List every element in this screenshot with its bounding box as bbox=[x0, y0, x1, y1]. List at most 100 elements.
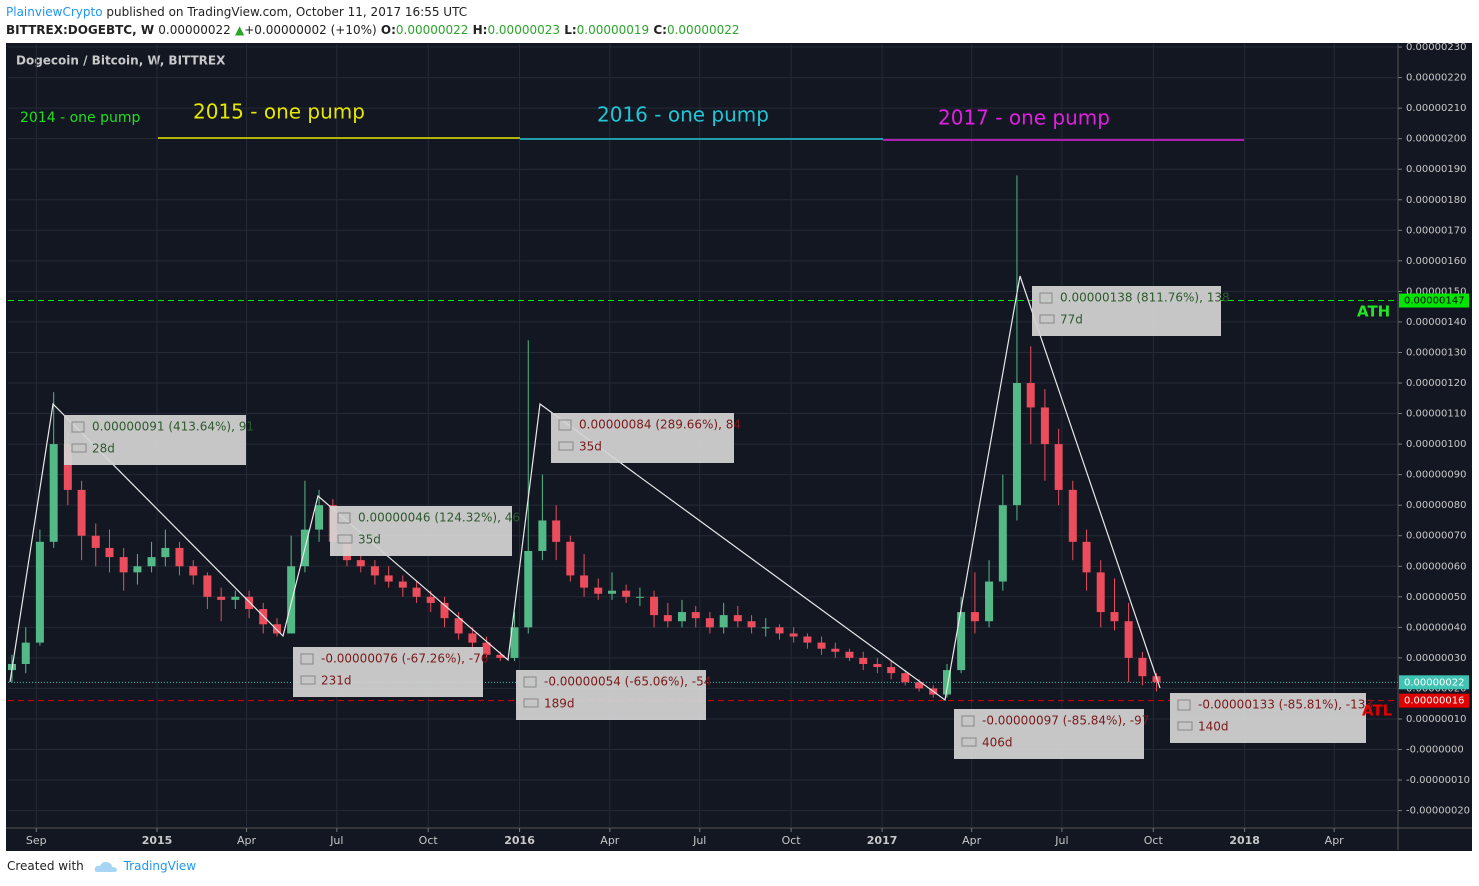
legend: Dogecoin / Bitcoin, W, BITTREX bbox=[16, 54, 226, 68]
measure-icon bbox=[71, 421, 85, 433]
o-label: O: bbox=[380, 23, 396, 37]
y-tick-label: 0.00000220 bbox=[1406, 73, 1466, 84]
y-tick-label: 0.00000160 bbox=[1406, 256, 1466, 267]
measure-change: -0.00000133 (-85.81%), -133 bbox=[1198, 698, 1373, 712]
measure-icon bbox=[558, 441, 574, 451]
candle-body bbox=[203, 575, 212, 597]
candle-body bbox=[440, 602, 449, 619]
x-tick-label: Oct bbox=[419, 834, 439, 847]
candle-body bbox=[580, 575, 589, 588]
o: 0.00000022 bbox=[395, 23, 469, 37]
y-tick-label: 0.00000200 bbox=[1406, 134, 1466, 145]
measure-icon bbox=[71, 443, 87, 453]
candle-body bbox=[231, 596, 240, 600]
candle-body bbox=[691, 612, 700, 619]
y-tick-label: 0.00000110 bbox=[1406, 409, 1466, 420]
x-tick-label: 2016 bbox=[504, 834, 535, 847]
arrow: ▲ bbox=[234, 23, 245, 37]
candle-body bbox=[35, 541, 44, 643]
y-tick-label: 0.00000070 bbox=[1406, 531, 1466, 542]
y-tick-label: -0.00000020 bbox=[1406, 806, 1470, 817]
measure-box bbox=[1170, 693, 1366, 743]
measure-change: 0.00000046 (124.32%), 46 bbox=[358, 511, 520, 525]
candle-body bbox=[1026, 383, 1035, 408]
measure-span: 189d bbox=[544, 697, 575, 711]
candle-body bbox=[147, 557, 156, 567]
l: 0.00000019 bbox=[576, 23, 650, 37]
measure-box bbox=[293, 647, 483, 697]
candle-body bbox=[175, 547, 184, 567]
candle-body bbox=[985, 581, 994, 622]
measure-box bbox=[64, 415, 246, 465]
price-badge-label: 0.00000022 bbox=[1404, 677, 1464, 688]
x-tick-label: Oct bbox=[1144, 834, 1164, 847]
candle-body bbox=[63, 444, 72, 490]
candle-body bbox=[705, 618, 714, 628]
atl-label: ATL bbox=[1362, 702, 1393, 720]
candle-body bbox=[608, 590, 617, 594]
candle-body bbox=[496, 654, 505, 658]
measure-icon bbox=[337, 512, 351, 524]
symbol: BITTREX:DOGEBTC, W bbox=[6, 23, 155, 37]
y-tick-label: 0.00000090 bbox=[1406, 470, 1466, 481]
measure-icon bbox=[337, 534, 353, 544]
y-tick-label: -0.00000010 bbox=[1406, 775, 1470, 786]
candle-body bbox=[133, 566, 142, 573]
candle-body bbox=[273, 624, 282, 634]
measure-box bbox=[551, 413, 734, 463]
trend-lines bbox=[9, 275, 1161, 702]
candle-body bbox=[1012, 383, 1021, 506]
candle-body bbox=[566, 541, 575, 576]
measure-box bbox=[954, 709, 1144, 759]
measure-span: 140d bbox=[1198, 720, 1229, 734]
candle-body bbox=[287, 566, 296, 634]
y-tick-label: 0.00000050 bbox=[1406, 592, 1466, 603]
candle-body bbox=[970, 612, 979, 622]
pump-label: 2015 - one pump bbox=[193, 100, 365, 124]
candle-body bbox=[915, 682, 924, 689]
candle-body bbox=[245, 596, 254, 610]
pump-label: 2014 - one pump bbox=[20, 110, 140, 126]
c-label: C: bbox=[653, 23, 667, 37]
pump-label: 2016 - one pump bbox=[597, 103, 769, 127]
candle-body bbox=[733, 615, 742, 622]
candle-body bbox=[789, 633, 798, 637]
candle-body bbox=[468, 633, 477, 643]
x-tick-label: Apr bbox=[237, 834, 257, 847]
y-tick-label: 0.00000190 bbox=[1406, 164, 1466, 175]
measure-icon bbox=[1177, 721, 1193, 731]
measure-change: -0.00000076 (-67.26%), -76 bbox=[321, 652, 488, 666]
pump-label: 2017 - one pump bbox=[938, 106, 1110, 130]
candle-body bbox=[1110, 612, 1119, 622]
header: PlainviewCrypto published on TradingView… bbox=[6, 3, 740, 39]
measure-box bbox=[516, 670, 706, 720]
x-tick-label: 2015 bbox=[142, 834, 173, 847]
x-tick-label: Jul bbox=[1054, 834, 1068, 847]
measure-icon bbox=[523, 676, 537, 688]
candle-body bbox=[873, 663, 882, 668]
created: Created with bbox=[7, 859, 84, 873]
x-tick-label: Apr bbox=[600, 834, 620, 847]
candle-body bbox=[77, 489, 86, 536]
candle-body bbox=[942, 670, 951, 695]
measure-change: 0.00000084 (289.66%), 84 bbox=[579, 418, 741, 432]
y-tick-label: 0.00000060 bbox=[1406, 561, 1466, 572]
y-tick-label: 0.00000100 bbox=[1406, 439, 1466, 450]
candle-body bbox=[650, 596, 659, 616]
published: published on TradingView.com, October 11… bbox=[106, 5, 468, 19]
price-badge-label: 0.00000016 bbox=[1404, 696, 1464, 707]
candle-body bbox=[1124, 621, 1133, 658]
brand[interactable]: TradingView bbox=[123, 859, 197, 873]
measure-span: 231d bbox=[321, 674, 352, 688]
y-tick-label: 0.00000040 bbox=[1406, 622, 1466, 633]
author[interactable]: PlainviewCrypto bbox=[6, 5, 103, 19]
candle-body bbox=[663, 615, 672, 622]
measure-span: 28d bbox=[92, 442, 115, 456]
y-tick-label: 0.00000010 bbox=[1406, 714, 1466, 725]
candle-body bbox=[1082, 541, 1091, 573]
x-tick-label: Apr bbox=[962, 834, 982, 847]
candle-body bbox=[1138, 657, 1147, 677]
candle-body bbox=[538, 520, 547, 551]
